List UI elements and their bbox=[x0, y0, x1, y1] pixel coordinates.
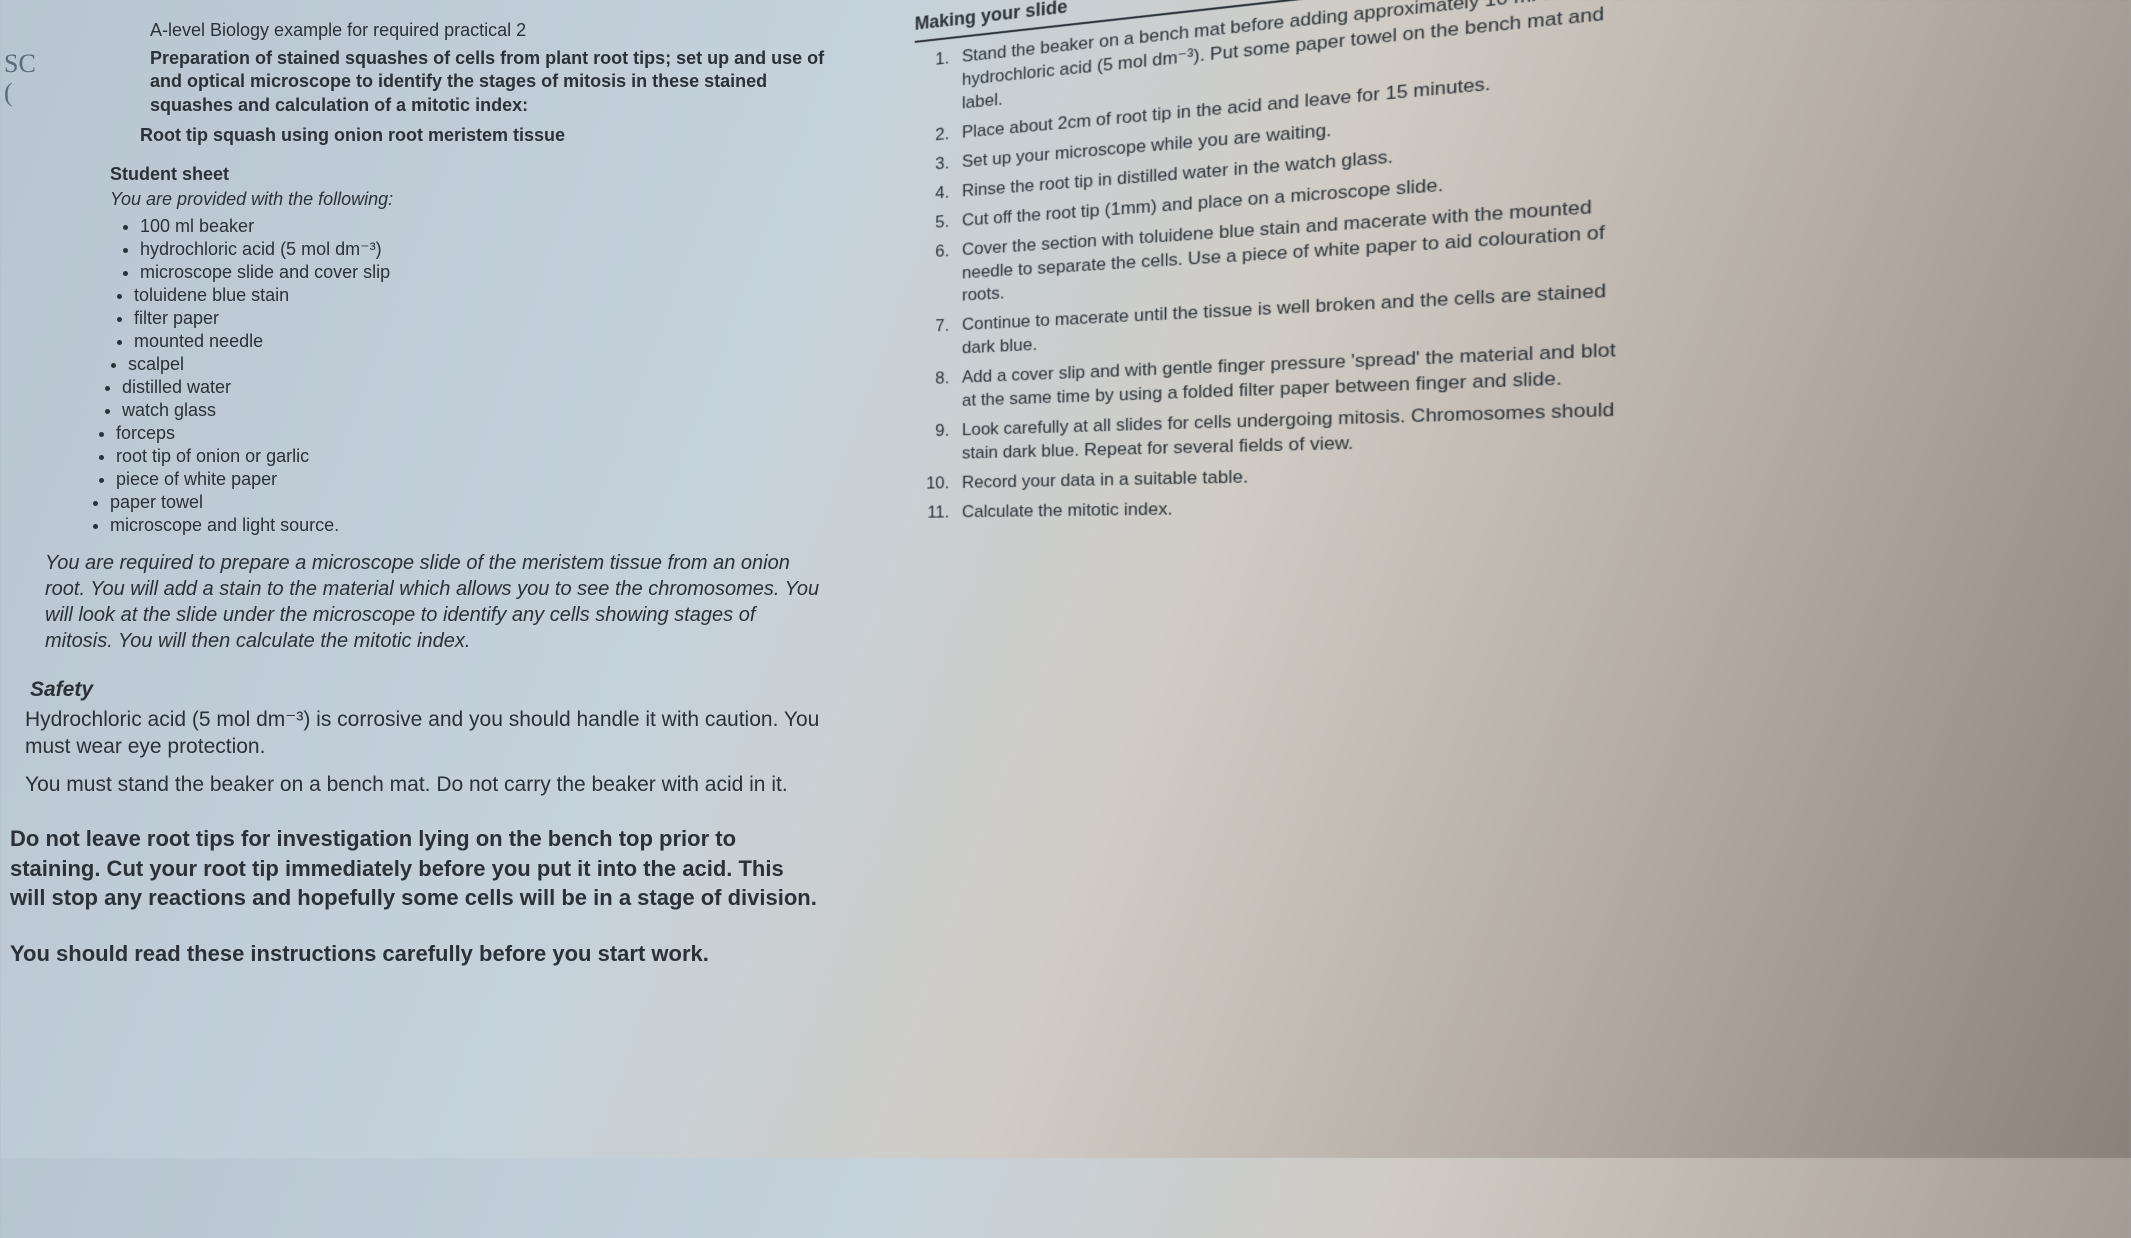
left-page: A-level Biology example for required pra… bbox=[0, 10, 855, 1148]
list-item: scalpel bbox=[128, 354, 825, 375]
list-item: toluidene blue stain bbox=[134, 285, 825, 306]
safety-paragraph-2: You must stand the beaker on a bench mat… bbox=[25, 771, 825, 798]
list-item: watch glass bbox=[122, 400, 825, 421]
handwriting-line-2: ( bbox=[4, 79, 36, 108]
provided-intro: You are provided with the following: bbox=[110, 189, 825, 210]
document-title: A-level Biology example for required pra… bbox=[150, 20, 825, 41]
document-subtitle: Preparation of stained squashes of cells… bbox=[150, 47, 825, 117]
materials-list: 100 ml beaker hydrochloric acid (5 mol d… bbox=[110, 216, 825, 536]
bold-instruction-1: Do not leave root tips for investigation… bbox=[10, 824, 825, 913]
student-sheet-heading: Student sheet bbox=[110, 164, 825, 185]
list-item: microscope slide and cover slip bbox=[140, 262, 825, 283]
safety-paragraph-1: Hydrochloric acid (5 mol dm⁻³) is corros… bbox=[25, 706, 825, 761]
list-item: piece of white paper bbox=[116, 469, 825, 490]
safety-heading: Safety bbox=[30, 678, 825, 702]
list-item: microscope and light source. bbox=[110, 515, 825, 536]
list-item: 100 ml beaker bbox=[140, 216, 825, 237]
task-paragraph: You are required to prepare a microscope… bbox=[45, 550, 825, 654]
list-item: root tip of onion or garlic bbox=[116, 446, 825, 467]
list-item: filter paper bbox=[134, 308, 825, 329]
handwriting-line-1: SC bbox=[4, 50, 36, 79]
list-item: forceps bbox=[116, 423, 825, 444]
list-item: mounted needle bbox=[134, 331, 825, 352]
list-item: paper towel bbox=[110, 492, 825, 513]
bold-instruction-2: You should read these instructions caref… bbox=[10, 939, 825, 969]
list-item: Calculate the mitotic index. bbox=[954, 490, 1631, 524]
list-item: hydrochloric acid (5 mol dm⁻³) bbox=[140, 239, 825, 260]
procedure-steps: Stand the beaker on a bench mat before a… bbox=[954, 0, 1631, 524]
right-page: Making your slide Stand the beaker on a … bbox=[905, 0, 1670, 1238]
list-item: distilled water bbox=[122, 377, 825, 398]
handwritten-annotation: SC ( bbox=[4, 50, 36, 107]
method-title: Root tip squash using onion root meriste… bbox=[140, 125, 825, 146]
